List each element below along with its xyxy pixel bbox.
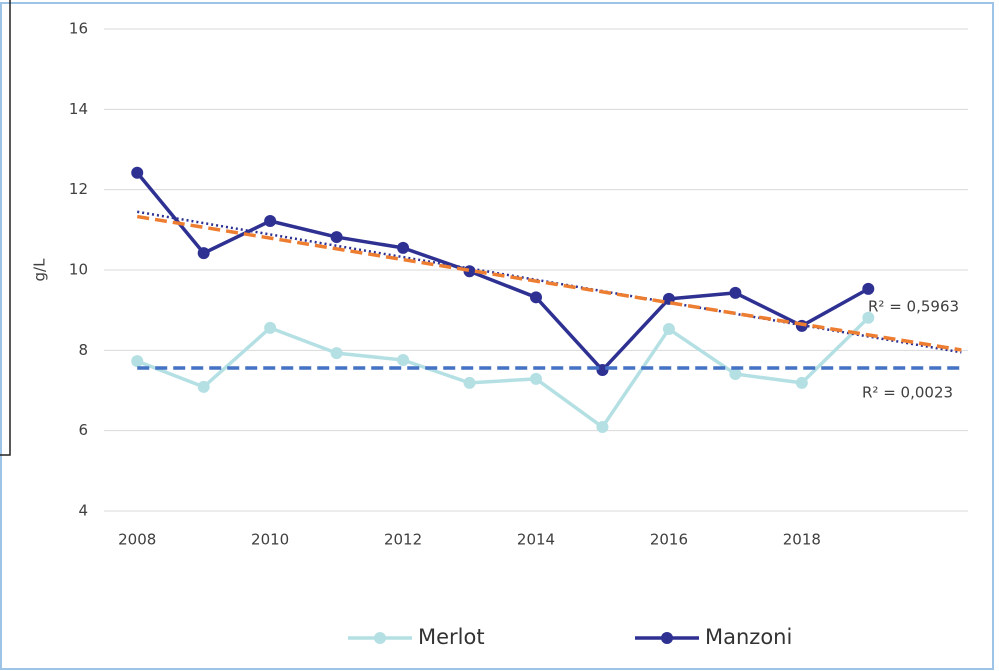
point xyxy=(463,376,476,389)
x-tick-label: 2014 xyxy=(517,531,555,549)
y-tick-label: 12 xyxy=(69,180,88,198)
x-tick-label: 2010 xyxy=(251,531,289,549)
x-tick-label: 2012 xyxy=(384,531,422,549)
y-tick-label: 10 xyxy=(69,261,88,279)
point xyxy=(264,214,277,227)
x-tick-label: 2016 xyxy=(650,531,688,549)
y-tick-label: 6 xyxy=(78,421,88,439)
legend-marker xyxy=(374,632,386,644)
point xyxy=(530,372,542,385)
series-line xyxy=(136,316,870,429)
point xyxy=(131,166,144,179)
point xyxy=(397,353,410,366)
point xyxy=(397,241,410,254)
annotation: R² = 0,0023 xyxy=(862,384,953,402)
annotation: R² = 0,5963 xyxy=(868,298,959,316)
point xyxy=(795,376,808,389)
y-tick-label: 4 xyxy=(78,502,88,520)
trend-line xyxy=(136,214,962,352)
point xyxy=(729,286,742,299)
point xyxy=(530,291,542,304)
frame-edge xyxy=(0,0,11,456)
point xyxy=(596,364,609,377)
point xyxy=(330,231,343,244)
point xyxy=(862,282,875,295)
x-tick-label: 2008 xyxy=(118,531,156,549)
point xyxy=(862,311,875,324)
legend-label: Manzoni xyxy=(705,625,792,649)
point xyxy=(729,368,742,381)
point xyxy=(131,355,144,368)
legend-marker xyxy=(661,632,673,644)
point xyxy=(330,347,343,360)
point xyxy=(197,380,210,393)
point xyxy=(596,421,609,434)
point xyxy=(264,321,277,334)
y-axis-label: g/L xyxy=(31,258,49,282)
series-line xyxy=(135,171,870,372)
x-tick-label: 2018 xyxy=(783,531,821,549)
y-tick-label: 8 xyxy=(78,341,88,359)
y-tick-label: 14 xyxy=(69,100,88,118)
y-tick-label: 16 xyxy=(69,20,88,38)
point xyxy=(662,323,675,336)
point xyxy=(197,247,210,260)
legend-label: Merlot xyxy=(418,625,485,649)
